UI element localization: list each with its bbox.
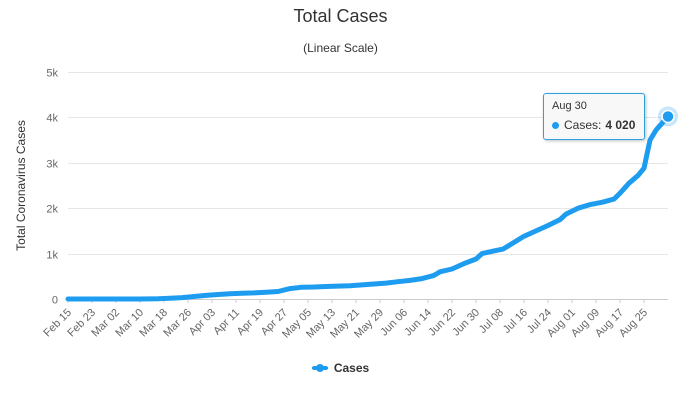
tooltip-series-name: Cases [564,118,599,132]
y-tick-label: 1k [46,250,58,262]
y-tick-label: 4k [46,113,58,125]
chart-title: Total Cases [293,6,388,26]
x-tick-label: Jul 16 [501,307,530,336]
y-tick-label: 3k [46,159,58,171]
y-tick-label: 0 [52,295,58,307]
legend-line-icon[interactable] [311,363,328,373]
tooltip-value: 4 020 [605,118,636,132]
data-point-aug-30[interactable] [661,109,675,124]
grid-layer [68,72,668,300]
x-tick-label: Jun 30 [450,307,482,339]
series-line-cases[interactable] [65,114,671,302]
tooltip-row: Cases: 4 020 [552,118,636,132]
legend-dot [315,364,324,372]
y-axis-title: Total Coronavirus Cases [14,120,28,251]
x-tick-label: Jul 08 [477,307,506,336]
tooltip-date: Aug 30 [552,100,587,112]
x-tick-label: Apr 03 [187,307,218,338]
chart-subtitle: (Linear Scale) [303,41,378,55]
y-tick-label: 5k [46,68,58,80]
y-tick-label: 2k [46,204,58,216]
tooltip: Aug 30 Cases: 4 020 [543,93,645,140]
series-layer[interactable] [65,106,678,302]
legend[interactable]: Cases [0,361,681,375]
tooltip-series-dot-icon [552,121,559,129]
tooltip-colon: : [598,118,602,132]
legend-item-cases[interactable]: Cases [333,361,370,375]
